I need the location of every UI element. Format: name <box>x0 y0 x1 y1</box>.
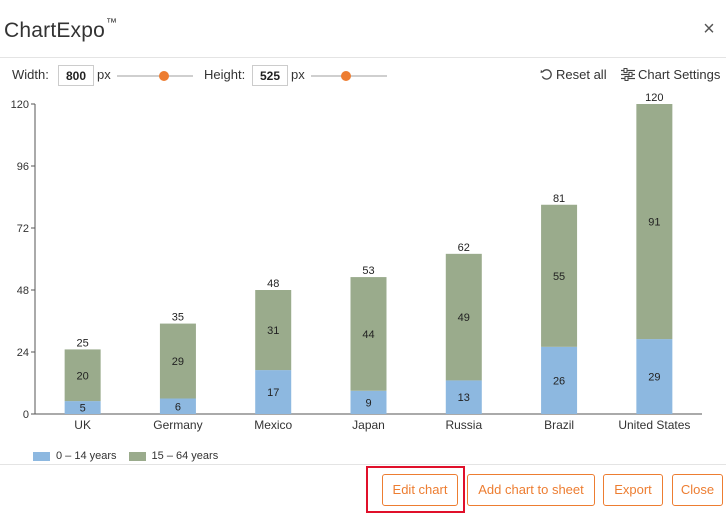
width-unit: px <box>97 67 111 82</box>
footer-divider <box>0 464 726 465</box>
legend-label-15-64: 15 – 64 years <box>151 450 219 462</box>
x-category-label: Mexico <box>254 418 292 432</box>
y-tick-label: 24 <box>17 347 29 359</box>
trademark-mark: ™ <box>106 17 118 29</box>
x-category-label: UK <box>74 418 91 432</box>
dialog-titlebar: ChartExpo™ × <box>0 0 726 58</box>
bar-segment-label: 6 <box>175 401 181 413</box>
y-tick-label: 0 <box>23 409 29 421</box>
bar-segment <box>64 349 101 402</box>
x-category-label: Russia <box>445 418 482 432</box>
bar-segment <box>445 253 482 381</box>
close-icon[interactable]: × <box>703 18 715 40</box>
x-category-label: Brazil <box>544 418 574 432</box>
bar-segment <box>159 398 196 414</box>
bar-segment-label: 29 <box>172 356 184 368</box>
chart-settings-button[interactable]: Chart Settings <box>621 67 720 82</box>
bar-segment <box>350 277 387 391</box>
width-slider-thumb[interactable] <box>159 71 169 81</box>
chart-size-controls: Width: px Height: px Reset all Chart Set… <box>0 62 726 88</box>
bar-segment <box>159 323 196 399</box>
legend-swatch-0-14 <box>33 451 50 461</box>
app-title-text: ChartExpo <box>4 19 106 42</box>
chart-labels: 5 20 25 UK 6 29 35 Germany 17 31 48 Mexico 9 44 53 Japa… <box>74 92 690 432</box>
chart-settings-label: Chart Settings <box>638 67 721 82</box>
bar-segment <box>636 104 673 340</box>
bar-total-label: 62 <box>458 242 470 254</box>
bar-segment-label: 29 <box>648 372 660 384</box>
bar-segment-label: 13 <box>458 392 470 404</box>
bar-segment-label: 44 <box>362 329 374 341</box>
bar-segment <box>445 380 482 414</box>
x-category-label: Japan <box>352 418 385 432</box>
bar-segment-label: 26 <box>553 375 565 387</box>
bar-total-label: 35 <box>172 312 184 324</box>
y-tick-label: 48 <box>17 285 29 297</box>
x-category-label: United States <box>618 418 690 432</box>
legend-item-0-14: 0 – 14 years <box>33 450 117 462</box>
close-button[interactable]: Close <box>672 474 723 506</box>
bar-segment <box>255 370 292 414</box>
chart-legend: 0 – 14 years 15 – 64 years <box>33 450 218 462</box>
bar-total-label: 25 <box>77 337 89 349</box>
app-title: ChartExpo™ <box>4 17 118 43</box>
height-slider[interactable] <box>311 71 387 81</box>
bar-segment-label: 9 <box>365 397 371 409</box>
reset-all-label: Reset all <box>556 67 607 82</box>
bar-segment-label: 20 <box>77 370 89 382</box>
bar-segment-label: 5 <box>80 403 86 415</box>
y-tick-label: 72 <box>17 223 29 235</box>
settings-sliders-icon <box>621 68 635 81</box>
bar-segment-label: 31 <box>267 325 279 337</box>
bar-segment <box>255 290 292 371</box>
legend-label-0-14: 0 – 14 years <box>56 450 117 462</box>
add-chart-to-sheet-button[interactable]: Add chart to sheet <box>467 474 595 506</box>
height-input[interactable] <box>252 65 288 86</box>
bar-segment-label: 91 <box>648 217 660 229</box>
bar-total-label: 48 <box>267 278 279 290</box>
height-slider-thumb[interactable] <box>341 71 351 81</box>
edit-chart-button[interactable]: Edit chart <box>382 474 458 506</box>
width-input[interactable] <box>58 65 94 86</box>
bar-segment-label: 17 <box>267 387 279 399</box>
export-button[interactable]: Export <box>603 474 663 506</box>
bar-segment-label: 55 <box>553 271 565 283</box>
bar-segment-label: 49 <box>458 312 470 324</box>
reset-icon <box>540 69 552 80</box>
bar-total-label: 53 <box>362 265 374 277</box>
bar-segment <box>64 401 101 414</box>
height-label: Height: <box>204 67 246 82</box>
y-tick-label: 96 <box>17 161 29 173</box>
bar-total-label: 120 <box>645 92 663 104</box>
width-label: Width: <box>12 67 49 82</box>
height-unit: px <box>291 67 305 82</box>
bar-segment <box>541 204 578 347</box>
legend-swatch-15-64 <box>128 451 146 461</box>
legend-item-15-64: 15 – 64 years <box>128 450 219 462</box>
x-category-label: Germany <box>153 418 202 432</box>
bar-segment <box>350 390 387 414</box>
y-tick-label: 120 <box>11 99 29 111</box>
bar-total-label: 81 <box>553 193 565 205</box>
bar-segment <box>636 339 673 414</box>
width-slider[interactable] <box>117 71 193 81</box>
chart-bars <box>64 104 673 414</box>
reset-all-button[interactable]: Reset all <box>540 67 607 82</box>
bar-segment <box>541 346 578 414</box>
